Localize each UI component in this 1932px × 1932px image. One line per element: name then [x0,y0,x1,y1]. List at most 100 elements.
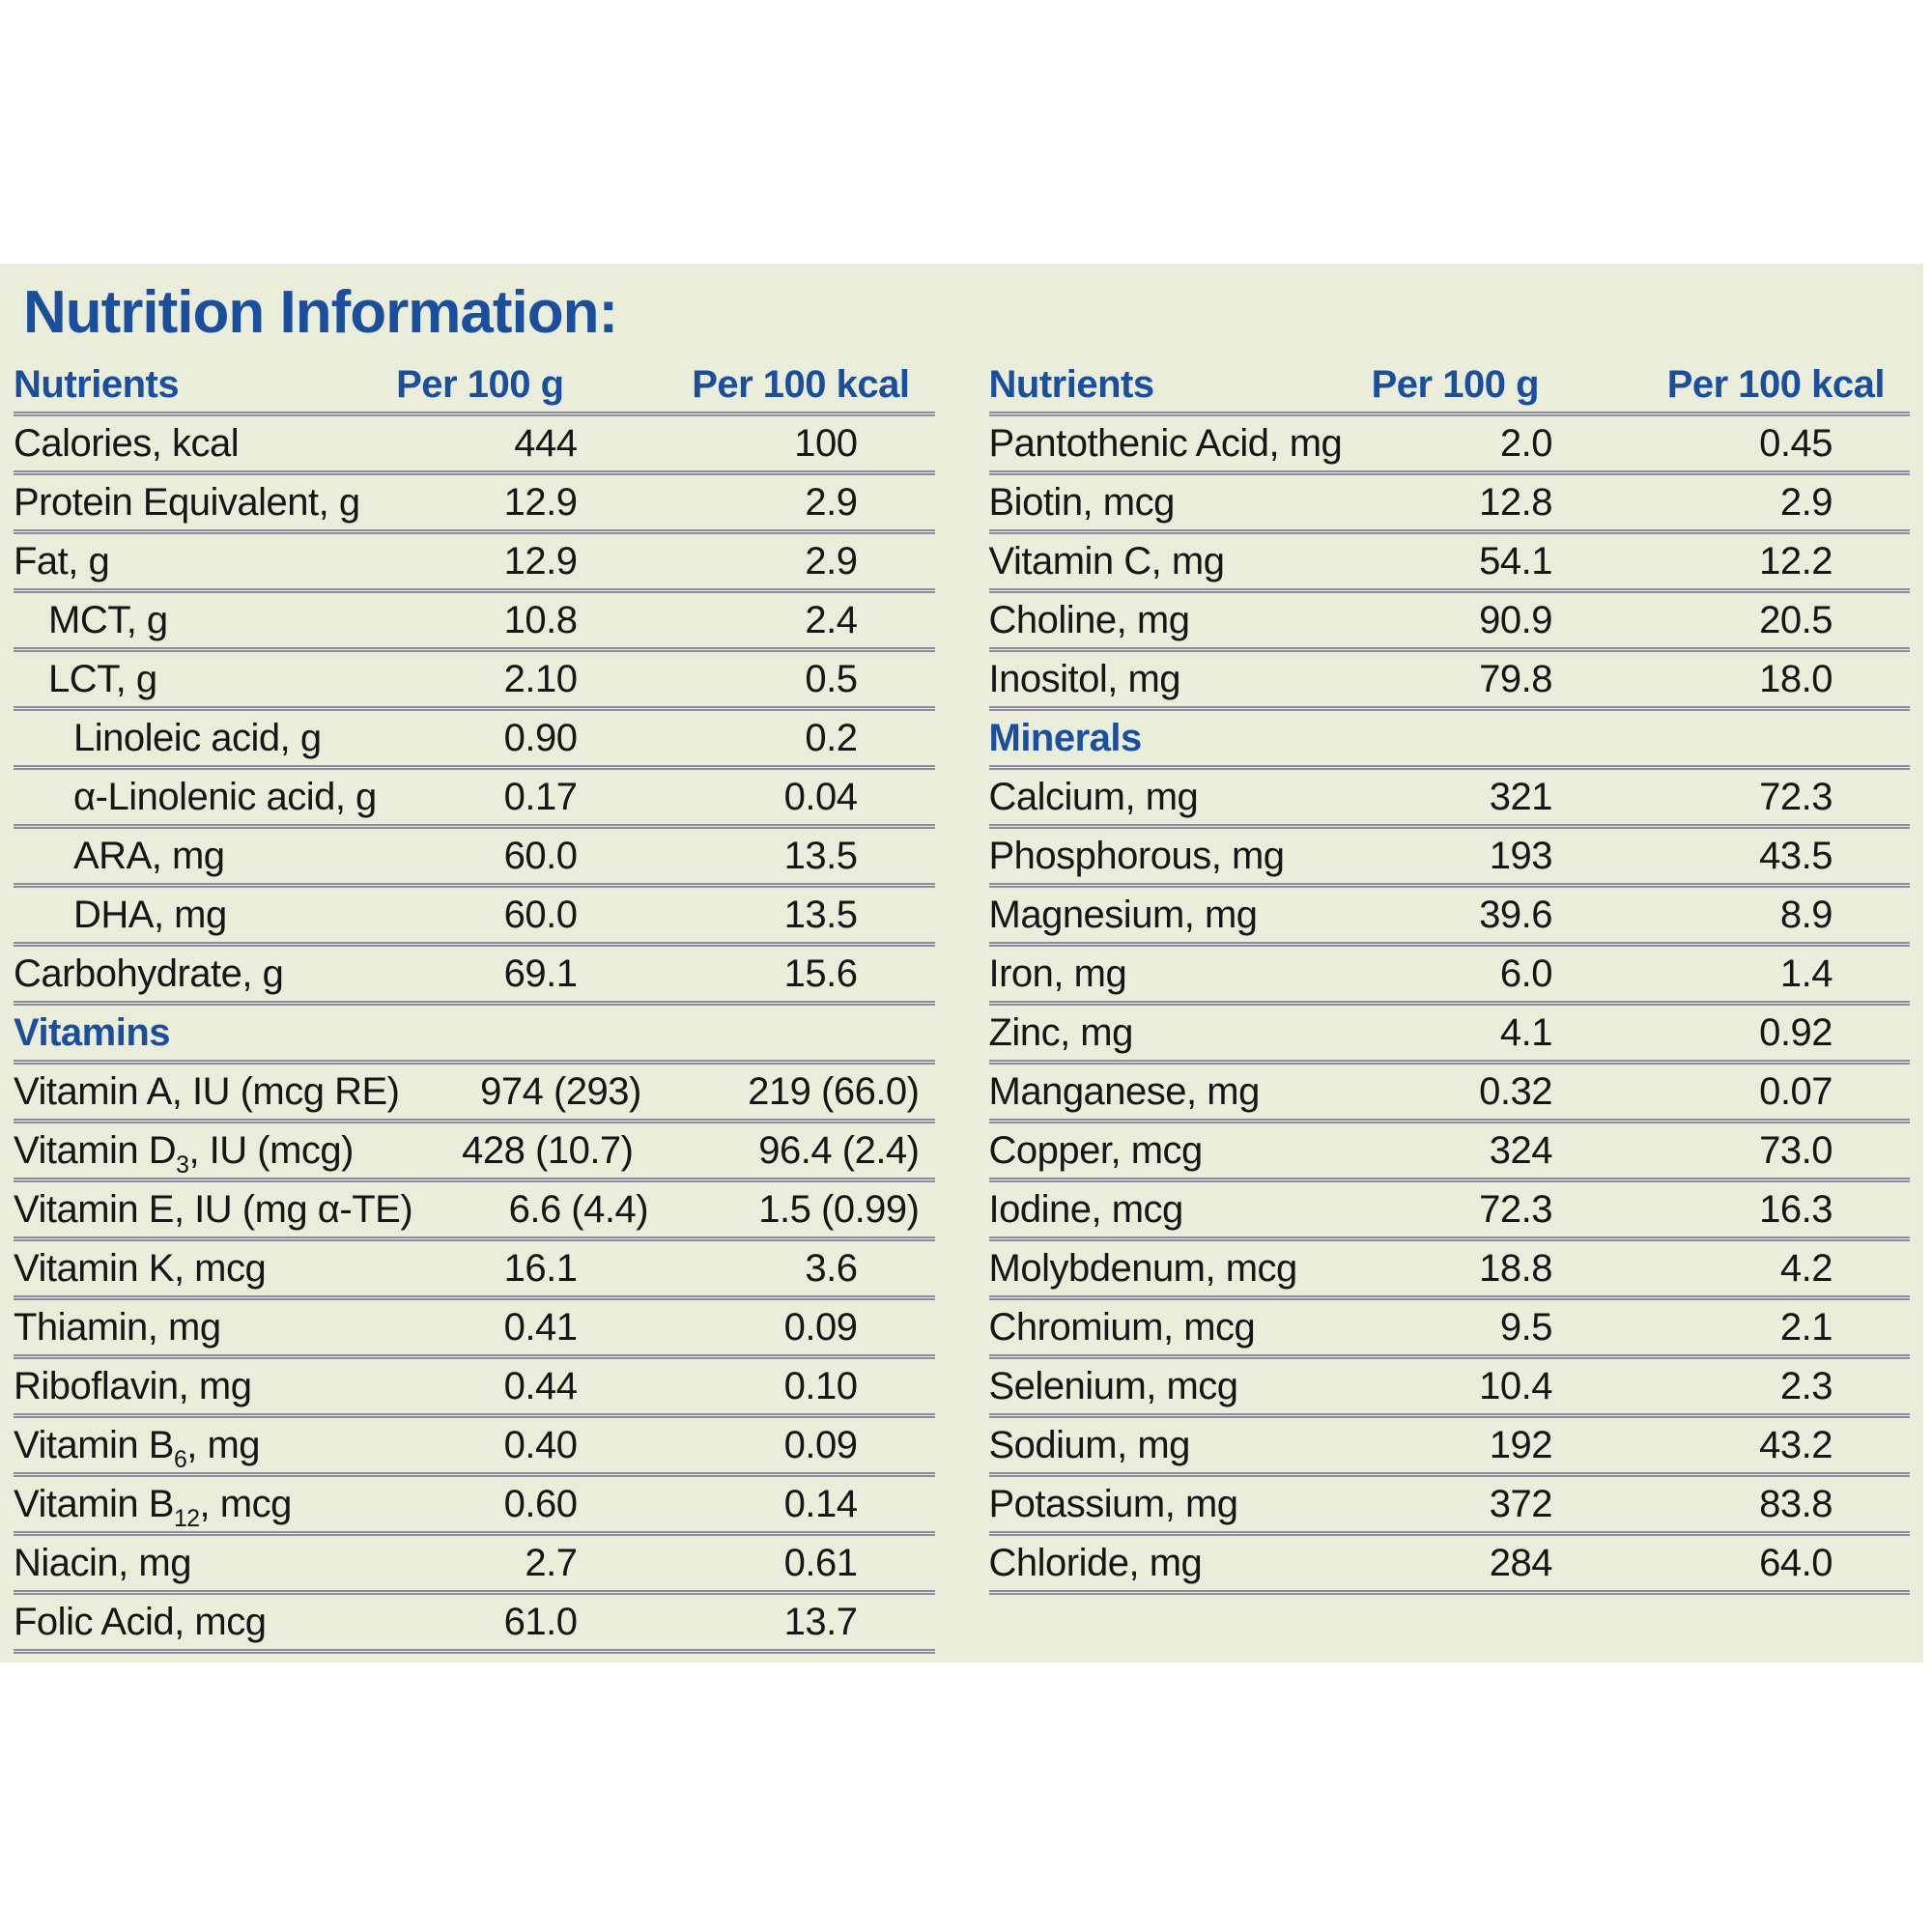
per-100g-value: 54.1 [1479,540,1552,583]
per-100kcal-value: 15.6 [783,952,858,996]
per-100g-value: 0.41 [503,1306,578,1350]
nutrient-row: ARA, mg 60.0 13.5 [14,829,935,889]
nutrient-row: MCT, g 10.8 2.4 [14,593,935,653]
per-100g-value: 2.0 [1499,422,1553,466]
nutrient-name: Vitamin K, mcg [14,1247,267,1291]
nutrient-name: Vitamin C, mg [988,540,1225,583]
per-100kcal-value: 0.45 [1759,422,1833,466]
nutrient-row: DHA, mg 60.0 13.5 [14,888,935,948]
column-header-per-100g: Per 100 g [396,363,564,407]
per-100g-value: 16.1 [503,1247,578,1291]
per-100kcal-value: 2.3 [1779,1365,1833,1408]
per-100kcal-value: 12.2 [1759,540,1833,583]
nutrient-row: Biotin, mcg 12.8 2.9 [988,475,1910,535]
nutrient-row: Calories, kcal 444 100 [14,416,935,476]
per-100kcal-value: 72.3 [1759,776,1833,819]
page-title: Nutrition Information: [23,279,618,346]
nutrient-name: Biotin, mcg [988,481,1176,525]
table-body-right: Pantothenic Acid, mg 2.0 0.45 Biotin, mcg 12… [988,416,1910,1596]
nutrient-row: Copper, mcg 324 73.0 [988,1123,1910,1183]
per-100g-value: 324 [1489,1129,1553,1173]
nutrient-row: Vitamin D3, IU (mcg) 428 (10.7) 96.4 (2.4) [14,1123,935,1183]
nutrient-row: Fat, g 12.9 2.9 [14,534,935,594]
nutrient-row: Chromium, mcg 9.5 2.1 [988,1300,1910,1360]
nutrient-name: Vitamin E, IU (mg α-TE) [14,1188,413,1232]
per-100kcal-value: 43.5 [1759,835,1833,878]
per-100g-value: 974 (293) [480,1070,641,1114]
nutrient-name: Iron, mg [988,952,1127,996]
nutrient-name: ARA, mg [73,835,225,878]
per-100kcal-value: 2.9 [805,481,858,525]
nutrient-name: DHA, mg [73,894,227,937]
per-100kcal-value: 13.5 [783,894,858,937]
column-header-per-100kcal: Per 100 kcal [1666,363,1886,407]
nutrient-row: Phosphorous, mg 193 43.5 [988,829,1910,889]
section-title: Vitamins [14,1011,170,1055]
per-100g-value: 0.90 [503,717,578,760]
nutrient-row: Vitamin A, IU (mcg RE) 974 (293) 219 (66.0… [14,1065,935,1124]
per-100kcal-value: 219 (66.0) [748,1070,920,1114]
per-100g-value: 0.60 [503,1483,578,1526]
per-100g-value: 2.7 [525,1542,578,1585]
per-100kcal-value: 1.5 (0.99) [758,1188,920,1232]
nutrient-name: Fat, g [14,540,110,583]
table-header-right: Nutrients Per 100 g Per 100 kcal [988,357,1910,417]
column-header-nutrients: Nutrients [14,363,180,407]
nutrient-row: Magnesium, mg 39.6 8.9 [988,888,1910,948]
per-100kcal-value: 13.5 [783,835,858,878]
per-100kcal-value: 13.7 [783,1601,858,1644]
per-100kcal-value: 2.9 [1779,481,1833,525]
per-100kcal-value: 0.07 [1759,1070,1833,1114]
per-100g-value: 4.1 [1499,1011,1553,1055]
nutrient-name: Vitamin B12, mcg [14,1483,292,1532]
nutrient-name: Zinc, mg [988,1011,1134,1055]
nutrient-name: Sodium, mg [988,1424,1191,1467]
nutrient-row: LCT, g 2.10 0.5 [14,652,935,712]
nutrient-row: Carbohydrate, g 69.1 15.6 [14,947,935,1007]
nutrient-row: Iodine, mcg 72.3 16.3 [988,1182,1910,1242]
per-100g-value: 192 [1489,1424,1553,1467]
per-100kcal-value: 73.0 [1759,1129,1833,1173]
per-100g-value: 444 [514,422,578,466]
column-header-per-100g: Per 100 g [1371,363,1540,407]
nutrient-name: Pantothenic Acid, mg [988,422,1343,466]
nutrient-name: Inositol, mg [988,658,1181,701]
nutrient-name: Potassium, mg [988,1483,1239,1526]
nutrient-row: Niacin, mg 2.7 0.61 [14,1536,935,1596]
nutrient-name: Folic Acid, mcg [14,1601,267,1644]
nutrient-row: Vitamin B12, mcg 0.60 0.14 [14,1477,935,1537]
nutrient-row: Zinc, mg 4.1 0.92 [988,1006,1910,1065]
per-100g-value: 12.9 [503,540,578,583]
table-header-left: Nutrients Per 100 g Per 100 kcal [14,357,935,417]
tables-container: Nutrients Per 100 g Per 100 kcal Calorie… [14,357,1910,1655]
nutrient-row: Selenium, mcg 10.4 2.3 [988,1359,1910,1419]
nutrient-row: Sodium, mg 192 43.2 [988,1418,1910,1478]
per-100g-value: 79.8 [1479,658,1552,701]
per-100kcal-value: 96.4 (2.4) [758,1129,920,1173]
nutrient-row: Thiamin, mg 0.41 0.09 [14,1300,935,1360]
nutrient-row: Potassium, mg 372 83.8 [988,1477,1910,1537]
per-100kcal-value: 20.5 [1759,599,1833,642]
nutrition-table-left: Nutrients Per 100 g Per 100 kcal Calorie… [14,357,935,1655]
nutrient-name: Vitamin B6, mg [14,1424,261,1473]
nutrient-row: α-Linolenic acid, g 0.17 0.04 [14,770,935,830]
nutrition-table-right: Nutrients Per 100 g Per 100 kcal Pantoth… [988,357,1910,1654]
per-100g-value: 428 (10.7) [462,1129,634,1173]
nutrient-name: Carbohydrate, g [14,952,284,996]
nutrient-row: Inositol, mg 79.8 18.0 [988,652,1910,712]
per-100kcal-value: 0.5 [805,658,858,701]
nutrient-row: Calcium, mg 321 72.3 [988,770,1910,830]
per-100kcal-value: 0.09 [783,1306,858,1350]
nutrient-name: Choline, mg [988,599,1190,642]
nutrient-row: Riboflavin, mg 0.44 0.10 [14,1359,935,1419]
nutrient-name: MCT, g [48,599,168,642]
per-100g-value: 10.4 [1479,1365,1552,1408]
per-100g-value: 0.44 [503,1365,578,1408]
nutrient-name: Phosphorous, mg [988,835,1286,878]
nutrient-name: Riboflavin, mg [14,1365,252,1408]
nutrient-row: Vitamin E, IU (mg α-TE) 6.6 (4.4) 1.5 (0.9… [14,1182,935,1242]
per-100kcal-value: 3.6 [805,1247,858,1291]
table-body-left: Calories, kcal 444 100 Protein Equivalent, … [14,416,935,1655]
per-100g-value: 2.10 [503,658,578,701]
per-100g-value: 0.17 [503,776,578,819]
